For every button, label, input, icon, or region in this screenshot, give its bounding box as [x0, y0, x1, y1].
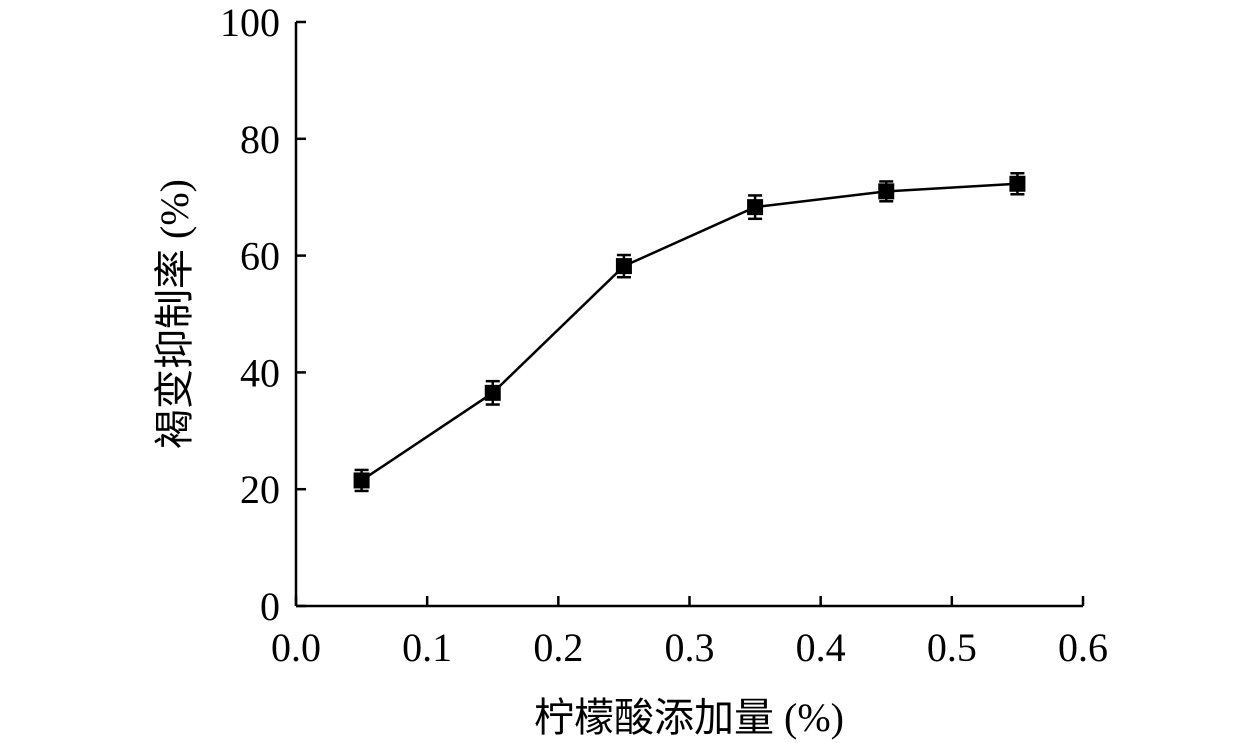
x-tick-label: 0.4: [796, 625, 846, 670]
series-line: [360, 182, 1018, 482]
x-tick-label: 0.0: [271, 625, 321, 670]
data-point: [615, 258, 632, 275]
x-tick-label: 0.1: [402, 625, 452, 670]
data-point: [484, 384, 501, 401]
axes: [294, 22, 1083, 608]
ticks: 0.0 0.1 0.2 0.3 0.4 0.5 0.6 0 20 40 60 80 100: [220, 0, 1108, 670]
x-tick-label: 0.5: [927, 625, 977, 670]
data-point: [353, 472, 370, 489]
y-tick-label: 80: [240, 117, 280, 162]
data-point: [878, 183, 895, 200]
y-tick-label: 100: [220, 0, 280, 45]
x-tick-label: 0.3: [665, 625, 715, 670]
data-point: [747, 199, 764, 216]
y-tick-label: 20: [240, 467, 280, 512]
x-axis-title: 柠檬酸添加量 (%): [534, 695, 844, 740]
y-tick-label: 60: [240, 234, 280, 279]
y-axis-title: 褐变抑制率 (%): [152, 179, 197, 449]
y-tick-label: 0: [260, 584, 280, 629]
x-tick-label: 0.6: [1058, 625, 1108, 670]
series: [353, 172, 1026, 493]
y-tick-label: 40: [240, 350, 280, 395]
data-point: [1009, 175, 1026, 192]
x-tick-label: 0.2: [533, 625, 583, 670]
